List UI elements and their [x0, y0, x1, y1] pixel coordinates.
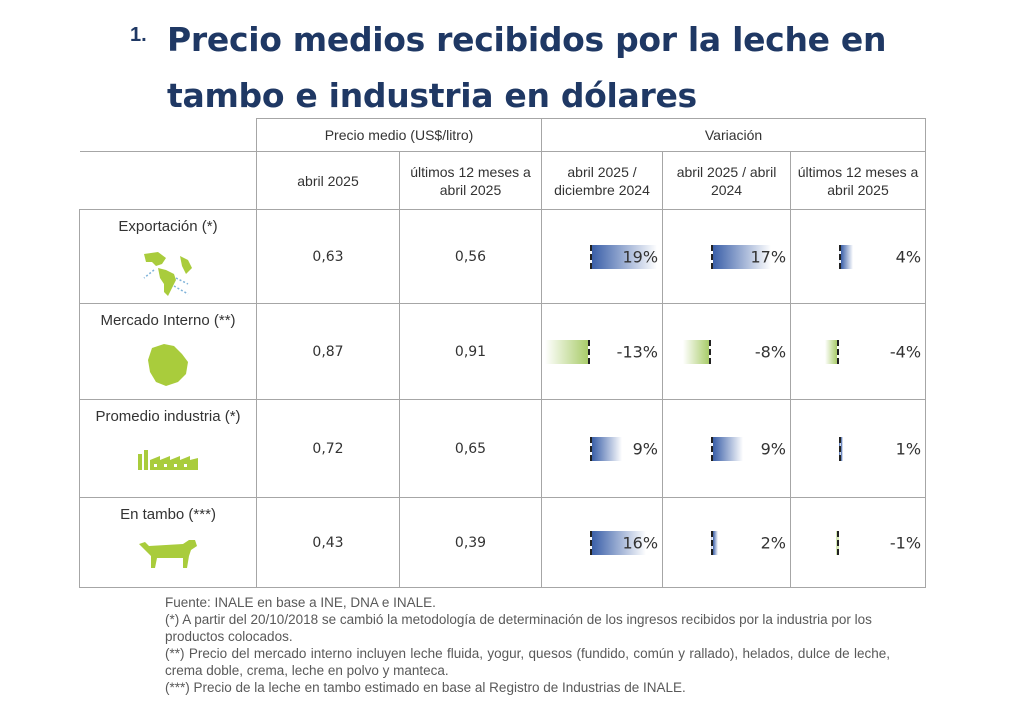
subheader-12m: últimos 12 meses a abril 2025 — [398, 151, 543, 210]
var-bar — [711, 436, 743, 461]
price-april: 0,63 — [256, 209, 400, 304]
footnote-3: (***) Precio de la leche en tambo estima… — [165, 680, 686, 695]
header-price: Precio medio (US$/litro) — [255, 118, 543, 152]
var-value: -1% — [889, 533, 922, 552]
price-12m: 0,56 — [398, 209, 543, 304]
table-row: Mercado Interno (**) 0,87 0,91 -13% -8% … — [79, 303, 927, 400]
var-year-cell: -8% — [662, 303, 792, 400]
subheader-var-12m: últimos 12 meses a abril 2025 — [790, 151, 927, 210]
var-bar — [839, 244, 854, 269]
var-bar — [590, 436, 622, 461]
table-row: Promedio industria (*) 0,72 0,65 9% 9% 1… — [79, 399, 927, 498]
cow-icon — [139, 540, 197, 568]
var-12m-cell: -4% — [790, 303, 927, 400]
var-bar — [835, 530, 840, 555]
footnotes: Fuente: INALE en base a INE, DNA e INALE… — [165, 594, 890, 696]
blank-corner-2 — [79, 151, 257, 210]
page-title: Precio medios recibidos por la leche en … — [167, 20, 887, 115]
table-row: En tambo (***) 0,43 0,39 16% 2% -1% — [79, 497, 927, 588]
var-bar — [825, 339, 840, 364]
var-value: 9% — [632, 439, 659, 458]
americas-map-icon — [143, 252, 192, 296]
var-value: 19% — [622, 247, 659, 266]
var-value: 1% — [895, 439, 922, 458]
price-april: 0,43 — [256, 497, 400, 588]
footnote-1: (*) A partir del 20/10/2018 se cambió la… — [165, 612, 872, 644]
var-value: 17% — [750, 247, 787, 266]
row-label-cell: Promedio industria (*) — [79, 399, 257, 498]
price-april: 0,72 — [256, 399, 400, 498]
uruguay-map-icon — [148, 344, 188, 386]
var-value: 2% — [760, 533, 787, 552]
footnote-source: Fuente: INALE en base a INE, DNA e INALE… — [165, 595, 436, 610]
var-value: -13% — [616, 342, 659, 361]
row-label: En tambo (***) — [120, 506, 216, 523]
var-value: -4% — [889, 342, 922, 361]
var-12m-cell: 1% — [790, 399, 927, 498]
var-value: 16% — [622, 533, 659, 552]
footnote-2: (**) Precio del mercado interno incluyen… — [165, 646, 890, 678]
var-bar — [711, 244, 771, 269]
row-label: Promedio industria (*) — [95, 408, 241, 425]
var-value: 4% — [895, 247, 922, 266]
row-label-cell: En tambo (***) — [79, 497, 257, 588]
var-12m-cell: -1% — [790, 497, 927, 588]
price-april: 0,87 — [256, 303, 400, 400]
row-label: Exportación (*) — [118, 218, 218, 235]
row-label-cell: Exportación (*) — [79, 209, 257, 304]
var-dec-cell: -13% — [541, 303, 664, 400]
table-row: Exportación (*) 0,63 0,56 19% 17% 4% — [79, 209, 927, 304]
title-number: 1. — [130, 24, 147, 46]
var-dec-cell: 19% — [541, 209, 664, 304]
var-year-cell: 9% — [662, 399, 792, 498]
var-value: -8% — [754, 342, 787, 361]
row-label-cell: Mercado Interno (**) — [79, 303, 257, 400]
price-12m: 0,39 — [398, 497, 543, 588]
var-value: 9% — [760, 439, 787, 458]
row-label: Mercado Interno (**) — [100, 312, 236, 329]
price-12m: 0,65 — [398, 399, 543, 498]
price-table: Precio medio (US$/litro) Variación abril… — [79, 118, 927, 588]
var-bar — [590, 244, 657, 269]
var-bar — [839, 436, 843, 461]
var-bar — [683, 339, 712, 364]
var-bar — [590, 530, 647, 555]
price-12m: 0,91 — [398, 303, 543, 400]
subheader-april: abril 2025 — [256, 151, 400, 210]
subheader-var-year: abril 2025 / abril 2024 — [662, 151, 792, 210]
var-dec-cell: 16% — [541, 497, 664, 588]
factory-icon — [138, 450, 198, 470]
var-year-cell: 2% — [662, 497, 792, 588]
var-year-cell: 17% — [662, 209, 792, 304]
var-dec-cell: 9% — [541, 399, 664, 498]
subheader-var-dec: abril 2025 / diciembre 2024 — [541, 151, 664, 210]
var-12m-cell: 4% — [790, 209, 927, 304]
var-bar — [544, 339, 591, 364]
var-bar — [711, 530, 719, 555]
blank-corner — [79, 118, 257, 152]
header-variation: Variación — [541, 118, 927, 152]
